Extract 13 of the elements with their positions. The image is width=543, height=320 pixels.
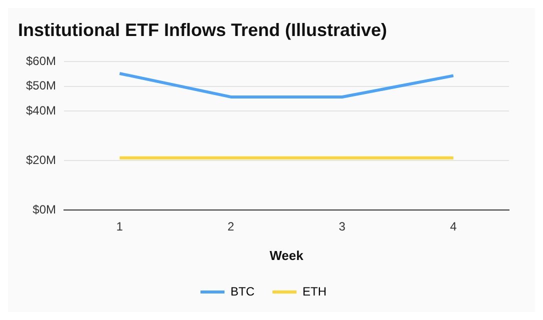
chart-title: Institutional ETF Inflows Trend (Illustrative) [18,20,388,40]
y-tick-label: $20M [26,152,56,167]
y-tick-label: $0M [32,202,56,216]
x-tick-label: 3 [338,220,346,234]
x-axis-title: Week [270,248,304,263]
y-tick-label: $50M [26,78,56,93]
legend-label: BTC [230,284,255,298]
x-tick-label: 1 [116,220,124,234]
y-tick-label: $60M [26,54,56,68]
legend-label: ETH [302,284,326,298]
y-tick-label: $40M [26,103,56,118]
x-tick-label: 4 [450,220,458,234]
x-tick-label: 2 [228,220,235,234]
